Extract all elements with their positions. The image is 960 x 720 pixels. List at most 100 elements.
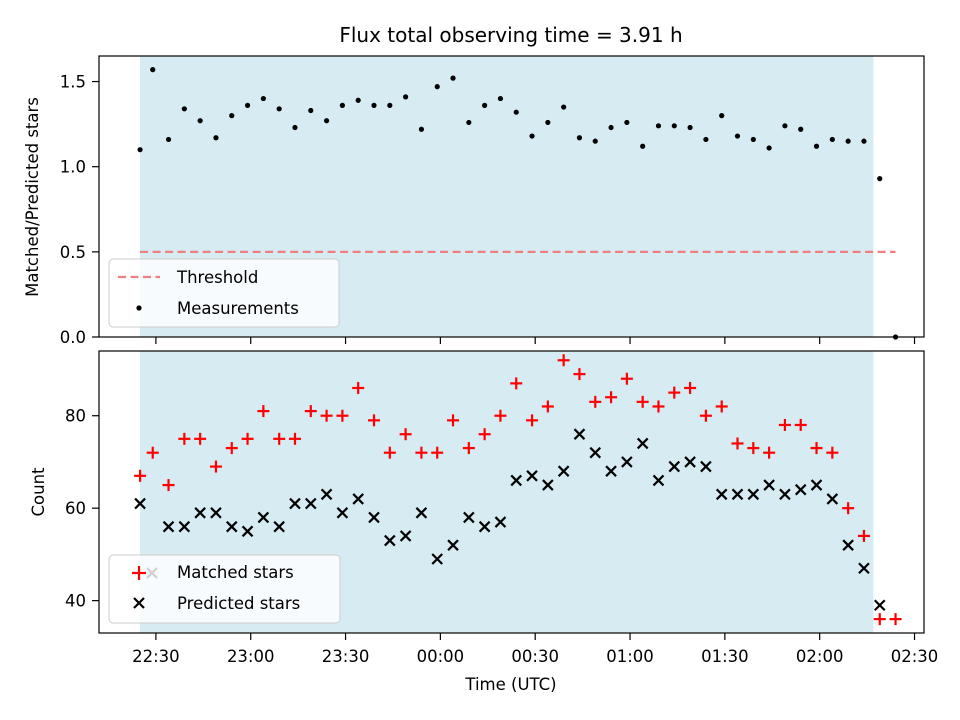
matched-stars-point	[352, 381, 365, 394]
matched-stars-point	[478, 428, 491, 441]
predicted-stars-point	[526, 470, 538, 482]
matched-stars-point	[447, 414, 460, 427]
x-tick-label: 23:30	[322, 647, 370, 666]
measurement-point	[513, 109, 519, 115]
measurement-point	[339, 102, 345, 108]
predicted-stars-point	[731, 488, 744, 501]
matched-stars-point	[636, 395, 649, 408]
predicted-stars-point	[305, 497, 317, 510]
bottom-axes-frame	[98, 350, 925, 634]
predicted-stars-point	[352, 493, 364, 505]
top-legend: Threshold Measurements	[108, 258, 340, 328]
x-axis-label: Time (UTC)	[464, 675, 556, 694]
legend-measurements-label: Measurements	[177, 299, 299, 318]
matched-stars-point	[605, 391, 618, 404]
x-tick-label: 01:00	[606, 647, 654, 666]
measurement-point	[276, 106, 282, 112]
predicted-stars-point	[542, 479, 554, 491]
measurement-point	[137, 147, 143, 153]
matched-stars-point	[241, 432, 254, 445]
top-axes-frame	[98, 55, 925, 338]
top-y-ticks: 0.0 0.5 1.0 1.5	[60, 73, 99, 347]
measurement-point	[640, 143, 646, 149]
measurement-point	[750, 136, 756, 143]
matched-stars-point	[889, 613, 902, 626]
matched-stars-point	[225, 442, 238, 455]
measurement-point	[545, 119, 551, 126]
y-tick-label: 0.0	[60, 328, 86, 347]
predicted-stars-point	[384, 534, 396, 547]
matched-stars-point	[731, 437, 744, 450]
predicted-stars-point	[873, 599, 886, 612]
predicted-stars-point	[810, 479, 823, 491]
y-tick-label: 60	[65, 499, 86, 518]
predicted-stars-point	[779, 488, 791, 501]
matched-stars-point	[146, 446, 159, 459]
measurement-point	[782, 123, 788, 129]
top-y-axis-label: Matched/Predicted stars	[23, 97, 42, 297]
measurement-point	[703, 136, 709, 143]
predicted-stars-point	[826, 493, 839, 505]
measurement-point	[561, 104, 567, 110]
matched-stars-point	[541, 400, 554, 413]
bottom-legend-box	[108, 554, 341, 624]
matched-stars-point	[826, 446, 839, 459]
predicted-stars-point	[431, 553, 443, 565]
measurement-point	[766, 145, 772, 151]
predicted-stars-point	[684, 456, 696, 468]
measurement-point	[418, 126, 425, 132]
measurement-point	[434, 84, 440, 90]
predicted-stars-point	[478, 520, 491, 533]
measurement-points	[137, 67, 899, 340]
top-panel: 0.0 0.5 1.0 1.5 Matched/Predicted stars Thr…	[23, 55, 925, 347]
predicted-stars-point	[794, 483, 807, 496]
predicted-stars-point	[747, 488, 760, 501]
predicted-stars-point	[399, 530, 412, 542]
matched-stars-point	[304, 405, 317, 418]
predicted-stars-point	[557, 465, 570, 477]
x-tick-label: 22:30	[132, 647, 180, 666]
measurement-point	[671, 123, 677, 129]
bottom-x-ticks: 22:30 23:00 23:30 00:00 00:30 01:00 01:30 02:00…	[132, 633, 938, 666]
matched-stars-point	[194, 432, 207, 445]
matched-stars-point	[573, 368, 586, 381]
predicted-stars-point	[178, 520, 191, 533]
predicted-stars-point	[194, 507, 206, 519]
measurement-point	[592, 138, 598, 144]
predicted-stars-point	[668, 460, 681, 473]
measurement-point	[165, 136, 172, 143]
y-tick-label: 1.5	[60, 73, 86, 92]
measurement-point	[387, 102, 393, 108]
legend-matched-swatch-shadow	[146, 567, 158, 579]
measurement-point	[450, 75, 456, 81]
measurement-point	[719, 113, 725, 119]
measurement-point	[371, 102, 377, 108]
predicted-stars-point	[589, 446, 602, 459]
x-tick-label: 01:30	[701, 647, 749, 666]
measurement-point	[497, 95, 504, 102]
measurement-point	[150, 67, 156, 73]
measurement-point	[861, 138, 867, 144]
legend-predicted-label: Predicted stars	[177, 594, 300, 613]
chart-title: Flux total observing time = 3.91 h	[339, 23, 682, 47]
predicted-stars-point	[368, 511, 380, 524]
predicted-stars-point	[210, 507, 222, 519]
predicted-stars-point	[447, 539, 459, 551]
x-tick-label: 00:30	[511, 647, 559, 666]
predicted-stars-point	[225, 520, 238, 533]
measurement-point	[624, 119, 630, 126]
predicted-stars-point	[320, 488, 333, 501]
measurement-point	[576, 135, 583, 141]
bottom-legend: Matched stars Predicted stars	[108, 554, 341, 624]
matched-stars-point	[842, 502, 855, 515]
matched-stars-point	[257, 405, 270, 418]
predicted-stars-point	[415, 507, 428, 519]
y-tick-label: 40	[65, 592, 86, 611]
predicted-stars-point	[636, 437, 649, 450]
matched-stars-point	[431, 446, 444, 459]
bottom-y-ticks: 40 60 80	[65, 407, 99, 611]
matched-stars-point	[494, 409, 507, 422]
measurement-point	[529, 133, 535, 139]
measurement-point	[798, 126, 804, 132]
